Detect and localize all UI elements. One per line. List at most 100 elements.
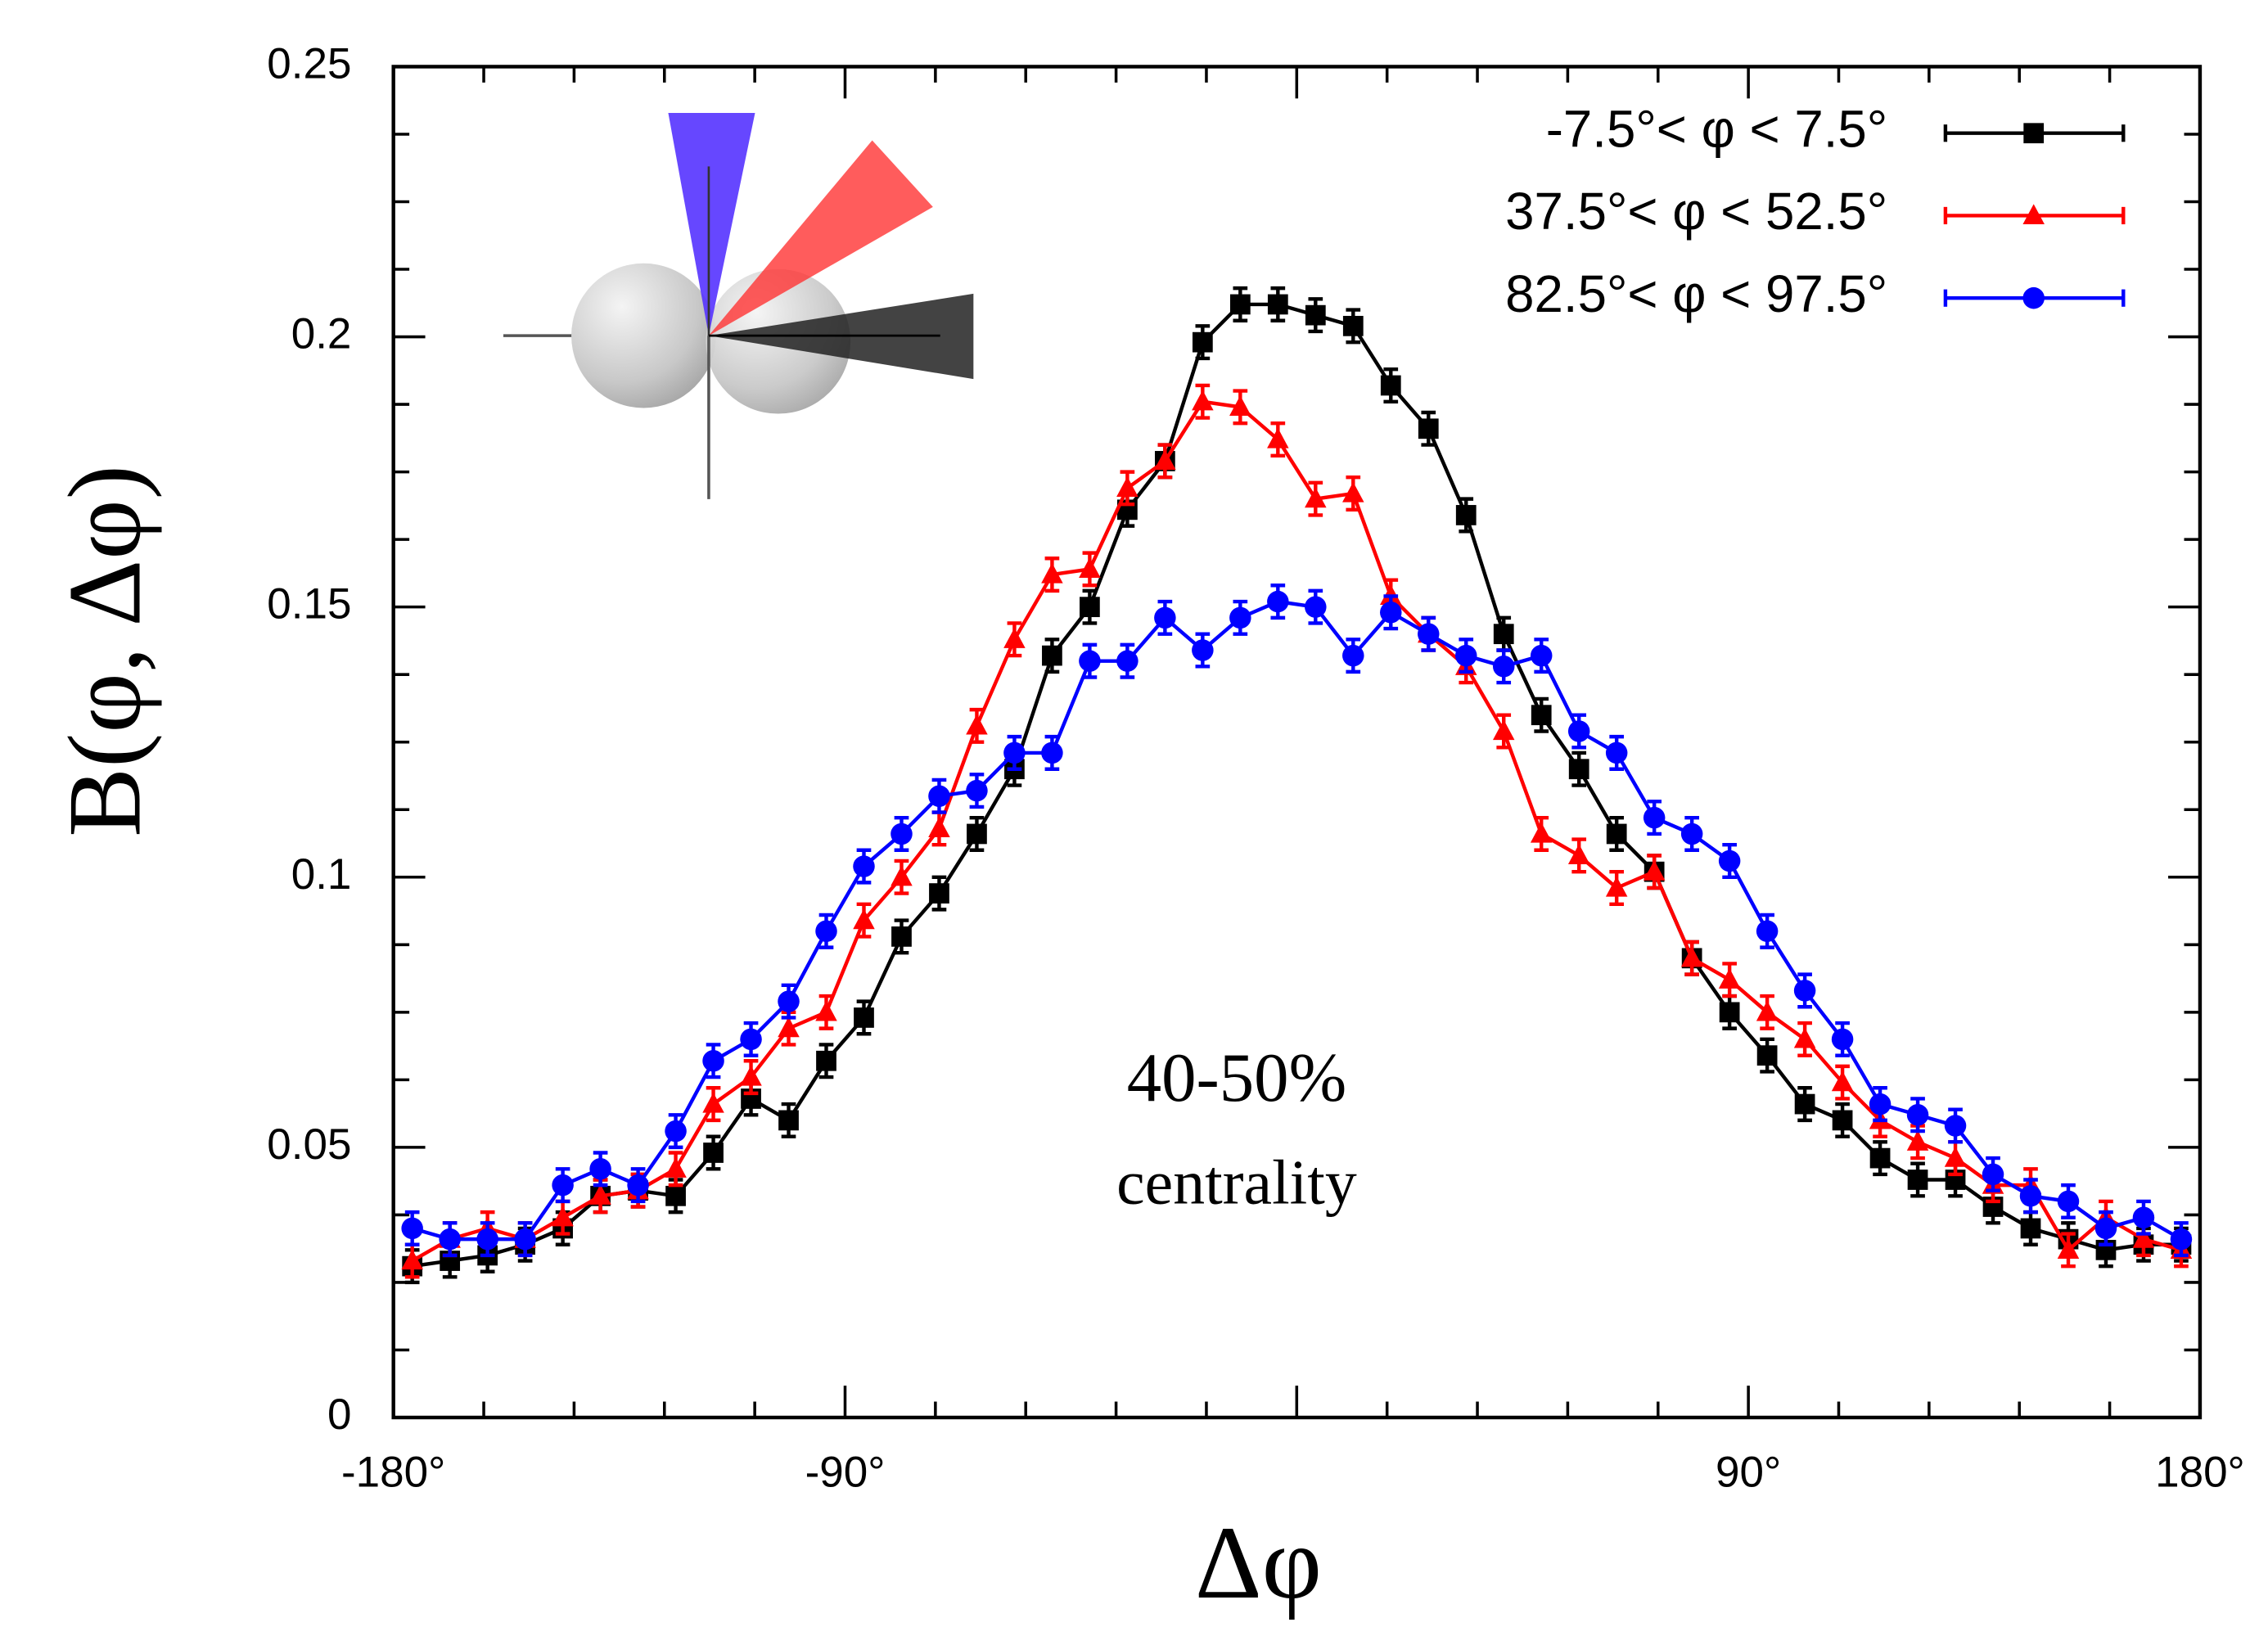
marker: [2022, 286, 2045, 309]
marker: [1003, 741, 1026, 764]
y-tick-label: 0.2: [291, 310, 352, 358]
marker: [1869, 1093, 1892, 1115]
series: [401, 584, 2193, 1258]
legend-label: 82.5°< φ < 97.5°: [1505, 265, 1887, 323]
marker: [552, 1206, 574, 1227]
marker: [740, 1028, 762, 1051]
marker: [1906, 1104, 1929, 1126]
marker: [552, 1174, 574, 1197]
y-tick-label: 0.15: [267, 580, 351, 629]
marker: [1192, 639, 1214, 661]
marker: [1793, 1027, 1816, 1048]
marker: [1718, 850, 1741, 872]
x-tick-label: -180°: [341, 1449, 445, 1497]
marker: [702, 1092, 724, 1113]
marker: [589, 1158, 611, 1180]
marker: [1606, 823, 1627, 845]
marker: [2019, 1185, 2042, 1207]
marker: [1192, 390, 1214, 411]
marker: [702, 1050, 724, 1072]
marker: [1342, 644, 1364, 667]
marker: [1154, 606, 1176, 629]
marker: [1982, 1163, 2004, 1186]
marker: [891, 823, 913, 845]
marker: [778, 1110, 799, 1131]
marker: [891, 865, 913, 886]
marker: [1756, 920, 1779, 943]
marker: [2132, 1206, 2155, 1228]
marker: [1305, 487, 1327, 508]
marker: [1380, 375, 1401, 396]
annotation: 40-50%: [1127, 1039, 1347, 1116]
marker: [1116, 650, 1139, 672]
x-tick-label: -90°: [805, 1449, 886, 1497]
marker: [1267, 294, 1288, 315]
marker: [514, 1228, 536, 1251]
marker: [1492, 719, 1515, 741]
marker: [815, 1000, 837, 1021]
marker: [1003, 628, 1026, 648]
x-axis-label: Δφ: [1195, 1505, 1322, 1620]
legend: -7.5°< φ < 7.5° 37.5°< φ < 52.5° 82.5°< φ …: [1505, 101, 2126, 323]
y-tick-label: 0.25: [267, 39, 351, 88]
marker: [1719, 1002, 1740, 1023]
marker: [1079, 557, 1101, 579]
marker: [1756, 1045, 1778, 1066]
x-tick-label: 90°: [1716, 1449, 1781, 1497]
marker: [2132, 1227, 2155, 1248]
marker: [1605, 741, 1628, 764]
marker: [1305, 304, 1326, 326]
marker: [2170, 1228, 2193, 1251]
marker: [1756, 1000, 1779, 1021]
marker: [1568, 759, 1589, 780]
marker: [1567, 720, 1590, 742]
y-tick-label: 0.1: [291, 850, 352, 899]
marker: [1831, 1028, 1854, 1051]
marker: [1380, 602, 1402, 624]
marker: [1493, 624, 1514, 645]
y-axis-label: B(φ, Δφ): [47, 465, 163, 837]
marker: [476, 1228, 498, 1251]
marker: [1455, 505, 1477, 525]
marker: [966, 714, 988, 735]
marker: [627, 1174, 649, 1197]
marker: [2020, 1218, 2041, 1239]
marker: [665, 1157, 687, 1178]
marker: [1944, 1146, 1967, 1167]
marker: [1680, 946, 1703, 967]
series: [401, 383, 2193, 1279]
marker: [1042, 645, 1062, 666]
inset-diagram: [503, 112, 974, 499]
marker: [891, 926, 912, 947]
marker: [1229, 395, 1251, 416]
marker: [665, 1120, 687, 1142]
marker: [589, 1184, 611, 1205]
marker: [1418, 623, 1440, 645]
marker: [1454, 644, 1477, 667]
marker: [703, 1142, 724, 1163]
marker: [1342, 481, 1364, 503]
marker: [740, 1065, 762, 1086]
marker: [2094, 1217, 2117, 1240]
marker: [1192, 331, 1213, 353]
marker: [1041, 741, 1063, 764]
marker: [1944, 1115, 1967, 1137]
marker: [1718, 968, 1741, 989]
marker: [778, 1016, 800, 1038]
marker: [853, 908, 875, 930]
marker: [966, 779, 988, 802]
marker: [816, 1050, 836, 1071]
marker: [1906, 1130, 1929, 1151]
marker: [1869, 1147, 1891, 1169]
marker: [778, 990, 800, 1012]
marker: [401, 1249, 423, 1270]
marker: [1079, 650, 1101, 672]
marker: [1342, 315, 1364, 336]
marker: [439, 1228, 461, 1251]
marker: [929, 883, 949, 904]
marker: [928, 785, 950, 807]
marker: [1041, 562, 1063, 584]
marker: [1305, 596, 1327, 618]
marker: [1531, 705, 1552, 726]
